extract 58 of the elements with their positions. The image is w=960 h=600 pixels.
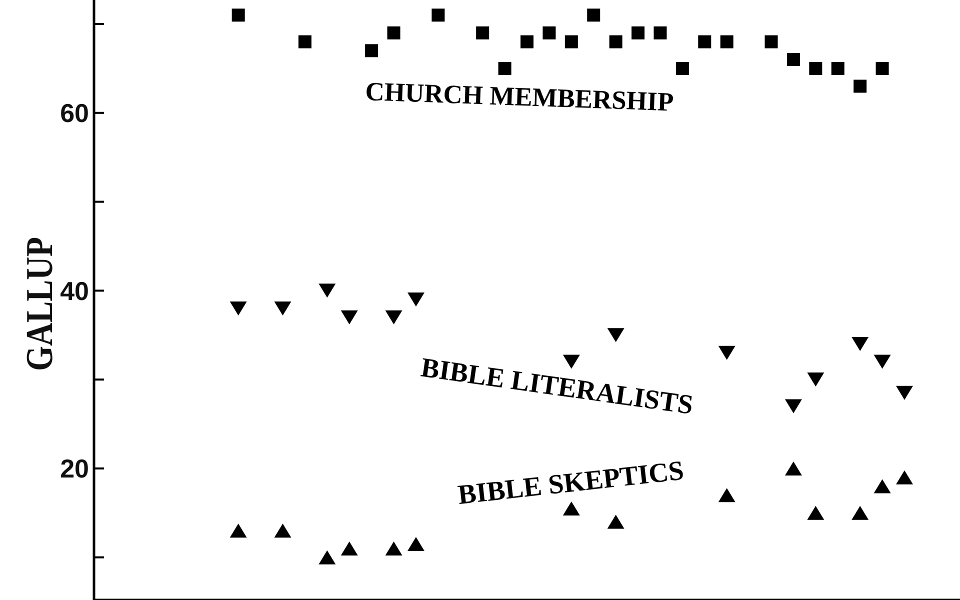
point <box>340 541 358 556</box>
point <box>365 44 378 58</box>
point <box>764 35 778 48</box>
point <box>520 35 534 48</box>
text: BIBLE LITERALISTS <box>419 351 696 420</box>
point <box>607 328 624 342</box>
text: BIBLE SKEPTICS <box>456 454 686 510</box>
point <box>385 310 402 324</box>
point <box>232 8 245 22</box>
point <box>432 8 445 22</box>
point <box>809 62 822 75</box>
point <box>876 62 889 75</box>
point <box>676 62 689 75</box>
point <box>542 26 556 40</box>
point <box>718 346 736 360</box>
series-label: CHURCH MEMBERSHIP <box>364 76 674 117</box>
point <box>274 301 292 316</box>
y-tick-label: 60 <box>60 98 89 128</box>
point <box>318 550 336 564</box>
point <box>230 524 247 538</box>
point <box>807 372 824 387</box>
point <box>854 80 867 93</box>
point <box>720 35 734 48</box>
point <box>609 35 622 48</box>
point <box>718 488 736 502</box>
point <box>476 26 490 40</box>
y-axis-title: GALLUP <box>19 212 61 371</box>
point <box>587 8 600 22</box>
point <box>230 301 247 316</box>
point <box>831 62 844 75</box>
point <box>564 35 578 48</box>
point <box>784 399 802 414</box>
point <box>318 284 336 298</box>
point <box>784 461 802 476</box>
point <box>807 506 824 520</box>
point <box>498 62 512 75</box>
point <box>562 501 580 516</box>
point <box>387 26 400 40</box>
point <box>786 53 800 66</box>
point <box>607 514 624 529</box>
point <box>632 26 645 40</box>
point <box>298 35 312 48</box>
point <box>274 524 292 538</box>
point <box>407 537 424 551</box>
point <box>874 354 891 369</box>
y-tick-label: 20 <box>60 454 89 484</box>
point <box>340 310 358 324</box>
point <box>562 354 580 369</box>
point <box>896 386 913 400</box>
point <box>407 292 424 307</box>
point <box>852 506 869 520</box>
point <box>874 479 891 494</box>
point <box>385 541 402 556</box>
y-tick-label: 40 <box>60 276 89 306</box>
point <box>852 337 869 351</box>
point <box>654 26 667 40</box>
point <box>896 470 913 484</box>
point <box>698 35 712 48</box>
